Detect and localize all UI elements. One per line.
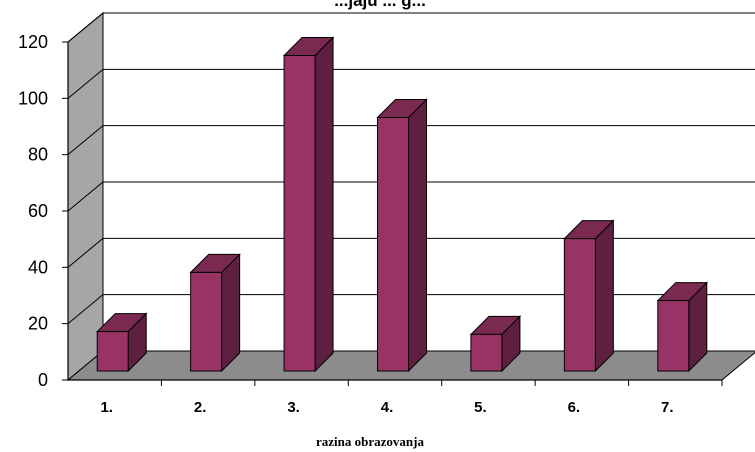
x-axis-label: razina obrazovanja (316, 434, 424, 449)
y-tick-label: 100 (18, 88, 48, 108)
y-tick-label: 120 (18, 32, 48, 52)
bar-side (222, 254, 240, 371)
x-tick-label: 3. (287, 399, 300, 416)
bar-front (191, 272, 222, 371)
y-tick-labels: 0 20 40 60 80 100 120 (18, 32, 68, 390)
bar-front (564, 239, 595, 371)
bar-front (284, 56, 315, 371)
bar-front (378, 118, 409, 372)
bar-side (315, 38, 333, 371)
bar (564, 221, 613, 371)
y-tick-label: 80 (28, 145, 48, 165)
bar-side (595, 221, 613, 371)
bar-side (409, 100, 427, 372)
x-tick-label: 7. (661, 399, 674, 416)
x-tick-label: 4. (381, 399, 394, 416)
y-tick-label: 20 (28, 314, 48, 334)
bar-front (471, 334, 502, 371)
bar (284, 38, 333, 371)
y-tick-label: 0 (38, 370, 48, 390)
x-tick-labels: 1. 2. 3. 4. 5. 6. 7. (100, 380, 722, 416)
chart-title: ...jaju ... g... (334, 0, 426, 10)
bar (378, 100, 427, 372)
bar-front (658, 301, 689, 371)
bar-front (97, 332, 128, 371)
x-tick-label: 6. (568, 399, 581, 416)
bar (191, 254, 240, 371)
y-tick-label: 40 (28, 257, 48, 277)
bar (658, 283, 707, 371)
x-tick-label: 1. (100, 399, 113, 416)
x-tick-label: 5. (474, 399, 487, 416)
x-tick-label: 2. (194, 399, 207, 416)
y-tick-label: 60 (28, 201, 48, 221)
